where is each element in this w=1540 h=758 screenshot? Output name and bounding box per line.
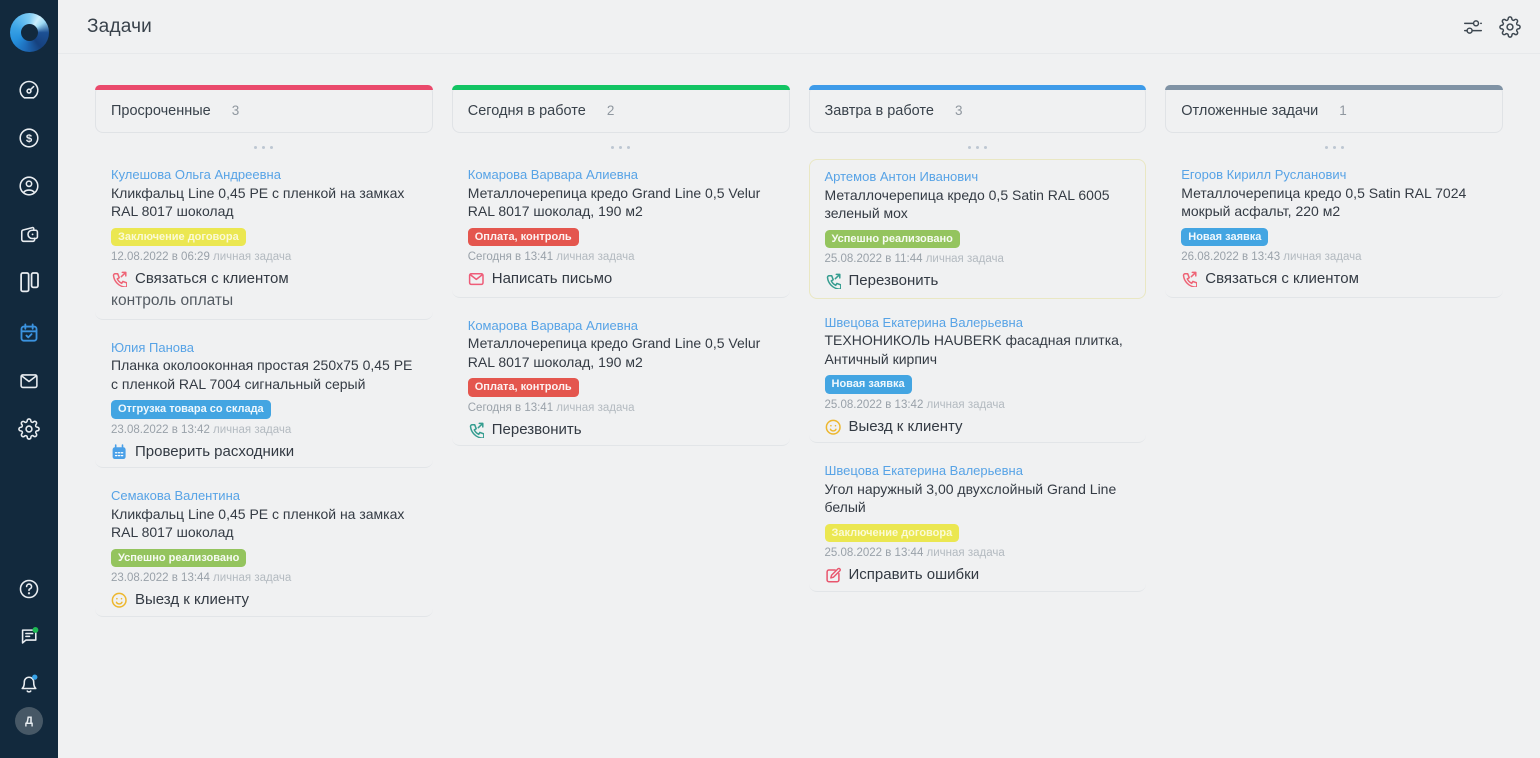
svg-text:$: $ — [26, 133, 33, 145]
